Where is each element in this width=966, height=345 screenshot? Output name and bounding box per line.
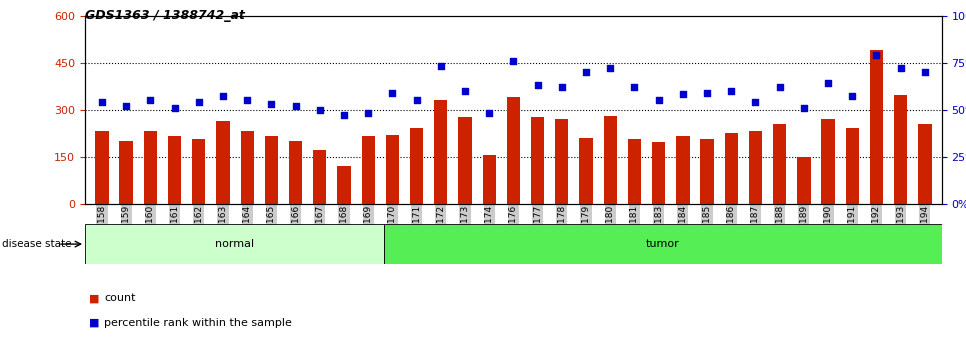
Bar (749, 131, 762, 204)
Point (530, 82, 546, 88)
Bar (628, 139, 641, 204)
Point (481, 110, 497, 116)
Point (215, 93, 231, 99)
Point (167, 105, 183, 110)
Bar (458, 117, 471, 204)
Bar (96, 131, 108, 204)
Point (579, 69, 594, 75)
Text: tumor: tumor (646, 239, 680, 249)
Bar (241, 131, 254, 204)
Bar (483, 155, 496, 204)
Bar (919, 124, 931, 204)
Point (724, 88, 739, 93)
Point (457, 88, 472, 93)
Bar (337, 166, 351, 204)
Bar (434, 100, 447, 204)
Point (820, 80, 836, 86)
Bar (385, 135, 399, 204)
Bar (216, 120, 230, 204)
Point (119, 103, 134, 109)
Point (264, 101, 279, 107)
Point (796, 105, 811, 110)
Bar (168, 136, 182, 204)
Bar (821, 119, 835, 204)
Bar (289, 141, 302, 204)
Point (893, 66, 908, 71)
Point (651, 97, 667, 103)
Bar (85, 224, 384, 264)
Point (506, 58, 522, 63)
Text: GDS1363 / 1388742_at: GDS1363 / 1388742_at (85, 9, 245, 22)
Text: ■: ■ (89, 318, 99, 327)
Bar (410, 128, 423, 204)
Point (844, 93, 860, 99)
Point (675, 92, 691, 97)
Text: ■: ■ (89, 294, 99, 303)
Point (95, 99, 110, 105)
Bar (313, 150, 327, 204)
Bar (773, 124, 786, 204)
Bar (604, 116, 617, 204)
Bar (265, 136, 278, 204)
Bar (361, 136, 375, 204)
Point (699, 90, 715, 95)
Point (917, 69, 932, 75)
Bar (797, 157, 810, 204)
Point (143, 97, 158, 103)
Bar (531, 117, 544, 204)
Bar (384, 224, 942, 264)
Bar (652, 142, 666, 204)
Point (554, 84, 570, 90)
Point (191, 99, 207, 105)
Bar (895, 96, 907, 204)
Point (384, 90, 400, 95)
Point (409, 97, 424, 103)
Point (312, 107, 327, 112)
Point (868, 52, 884, 58)
Point (433, 63, 448, 69)
Point (240, 97, 255, 103)
Bar (120, 141, 132, 204)
Bar (555, 119, 569, 204)
Bar (869, 50, 883, 204)
Text: disease state: disease state (2, 239, 71, 249)
Point (288, 103, 303, 109)
Text: normal: normal (214, 239, 254, 249)
Bar (507, 97, 520, 204)
Point (603, 66, 618, 71)
Bar (676, 136, 690, 204)
Point (627, 84, 642, 90)
Bar (724, 133, 738, 204)
Point (748, 99, 763, 105)
Point (360, 110, 376, 116)
Bar (845, 128, 859, 204)
Text: count: count (104, 294, 136, 303)
Point (772, 84, 787, 90)
Bar (144, 131, 157, 204)
Bar (700, 139, 714, 204)
Bar (192, 139, 206, 204)
Text: percentile rank within the sample: percentile rank within the sample (104, 318, 292, 327)
Bar (580, 138, 593, 204)
Point (336, 112, 352, 118)
